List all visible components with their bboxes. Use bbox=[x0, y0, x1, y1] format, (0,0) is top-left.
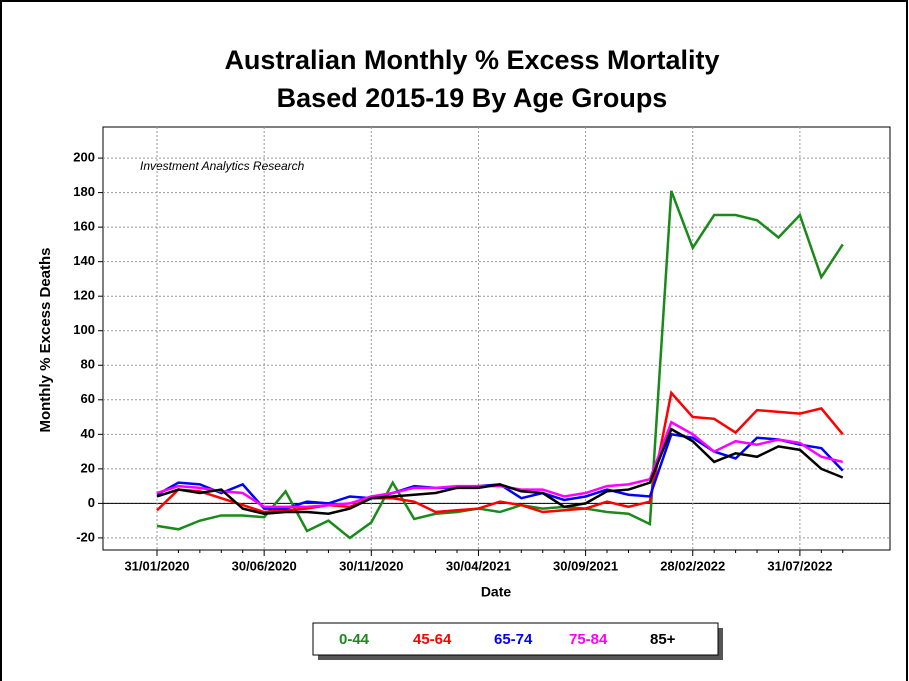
x-axis-label: Date bbox=[481, 584, 512, 600]
y-axis-label: Monthly % Excess Deaths bbox=[37, 247, 54, 432]
series-line bbox=[156, 390, 844, 514]
y-tick-label: 80 bbox=[81, 357, 95, 372]
y-tick-label: 40 bbox=[81, 426, 95, 441]
chart-title: Australian Monthly % Excess Mortality bbox=[224, 45, 719, 75]
x-tick-label: 30/11/2020 bbox=[339, 558, 403, 573]
y-tick-label: 200 bbox=[73, 150, 95, 165]
series-line bbox=[156, 427, 844, 516]
y-tick-label: 20 bbox=[81, 460, 95, 475]
y-tick-label: 0 bbox=[88, 495, 95, 510]
x-tick-label: 30/04/2021 bbox=[446, 558, 511, 573]
series-line bbox=[156, 420, 844, 509]
x-tick-label: 31/01/2020 bbox=[124, 558, 189, 573]
annotation: Investment Analytics Research bbox=[140, 159, 305, 173]
legend-label: 65-74 bbox=[494, 631, 533, 648]
y-tick-label: 140 bbox=[73, 253, 95, 268]
y-tick-label: 60 bbox=[81, 391, 95, 406]
legend bbox=[312, 622, 719, 656]
plot-area bbox=[102, 126, 891, 551]
legend-label: 85+ bbox=[650, 631, 676, 648]
x-tick-label: 28/02/2022 bbox=[660, 558, 725, 573]
y-tick-label: 100 bbox=[73, 322, 95, 337]
x-tick-label: 30/06/2020 bbox=[232, 558, 297, 573]
x-tick-label: 31/07/2022 bbox=[767, 558, 832, 573]
x-tick-label: 30/09/2021 bbox=[553, 558, 618, 573]
legend-label: 45-64 bbox=[413, 631, 452, 648]
y-tick-label: 160 bbox=[73, 219, 95, 234]
series-line bbox=[156, 432, 844, 510]
y-tick-label: 180 bbox=[73, 184, 95, 199]
y-tick-label: 120 bbox=[73, 288, 95, 303]
legend-label: 75-84 bbox=[569, 631, 608, 648]
legend-label: 0-44 bbox=[339, 631, 370, 648]
y-tick-label: -20 bbox=[76, 529, 95, 544]
chart-title: Based 2015-19 By Age Groups bbox=[277, 83, 668, 113]
